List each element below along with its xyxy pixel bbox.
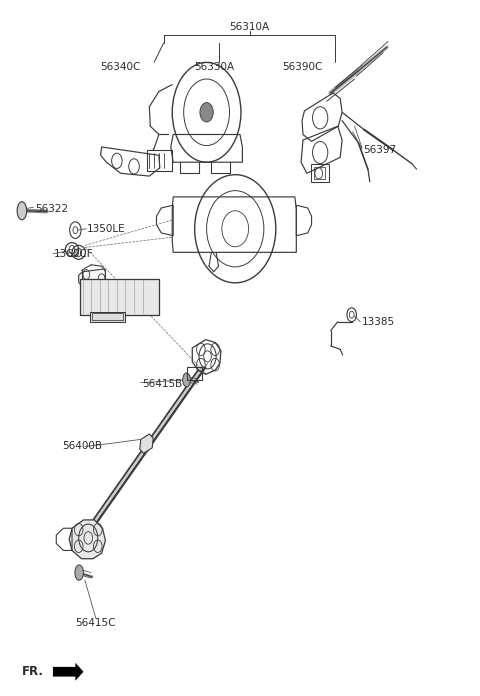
Polygon shape xyxy=(79,269,106,287)
Text: 56322: 56322 xyxy=(35,205,68,214)
Bar xyxy=(92,313,123,320)
Text: 56400B: 56400B xyxy=(62,441,102,452)
Ellipse shape xyxy=(75,565,84,580)
Polygon shape xyxy=(53,663,84,681)
Bar xyxy=(187,367,202,380)
Ellipse shape xyxy=(200,102,213,122)
Text: 56330A: 56330A xyxy=(194,62,234,72)
Text: FR.: FR. xyxy=(22,665,43,678)
Ellipse shape xyxy=(17,202,27,220)
Text: 1350LE: 1350LE xyxy=(87,224,126,234)
Text: 13385: 13385 xyxy=(362,317,395,326)
Text: 56390C: 56390C xyxy=(282,62,322,72)
Bar xyxy=(90,312,125,322)
Text: 56310A: 56310A xyxy=(229,22,270,32)
Polygon shape xyxy=(140,434,153,453)
Polygon shape xyxy=(69,520,106,559)
Text: 1360CF: 1360CF xyxy=(54,248,94,259)
Bar xyxy=(314,167,325,179)
Bar xyxy=(147,150,172,171)
Text: 56340C: 56340C xyxy=(100,62,141,72)
Bar xyxy=(311,164,329,182)
Bar xyxy=(80,278,159,315)
Bar xyxy=(80,278,159,315)
Text: 56415B: 56415B xyxy=(142,379,182,389)
Text: 56397: 56397 xyxy=(363,145,396,155)
Text: 56415C: 56415C xyxy=(76,618,116,628)
Ellipse shape xyxy=(183,373,191,387)
